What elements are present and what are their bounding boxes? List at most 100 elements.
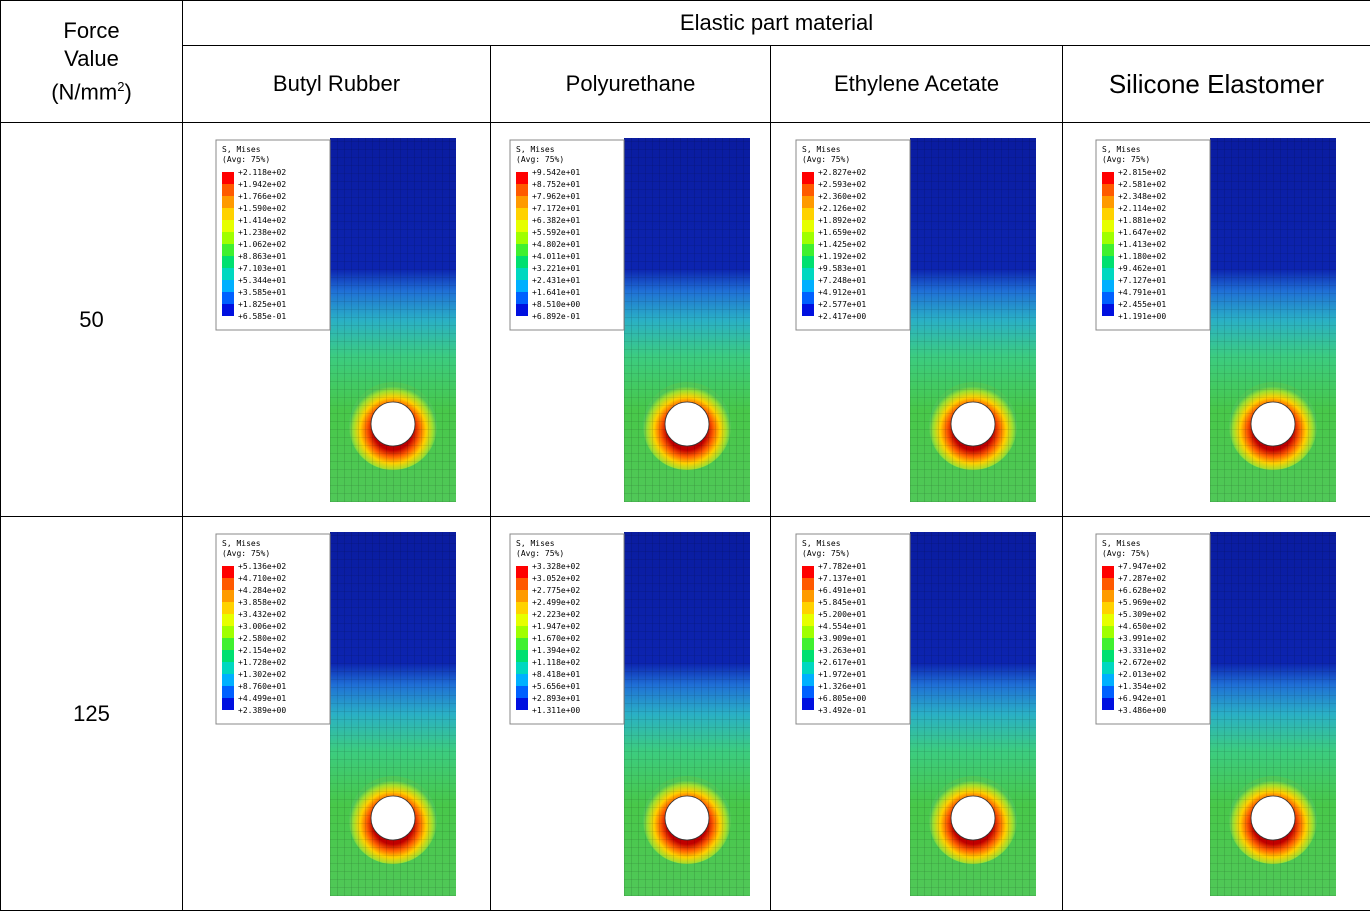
legend-value: +2.013e+02 xyxy=(1118,670,1166,679)
legend-band xyxy=(1102,638,1114,650)
legend-band xyxy=(516,662,528,674)
legend-value: +2.593e+02 xyxy=(818,180,866,189)
legend-band xyxy=(222,686,234,698)
unit-close: ) xyxy=(124,79,131,104)
legend-band xyxy=(1102,662,1114,674)
contour-plot: S, Mises(Avg: 75%)+2.118e+02+1.942e+02+1… xyxy=(212,134,462,506)
legend-band xyxy=(1102,614,1114,626)
legend-value: +6.892e-01 xyxy=(532,312,580,321)
legend-value: +2.775e+02 xyxy=(532,586,580,595)
legend-title: S, Mises xyxy=(222,539,261,548)
legend-value: +3.432e+02 xyxy=(238,610,286,619)
contour-plot: S, Mises(Avg: 75%)+7.947e+02+7.287e+02+6… xyxy=(1092,528,1342,900)
legend-title: S, Mises xyxy=(802,539,841,548)
contour-cell: S, Mises(Avg: 75%)+2.118e+02+1.942e+02+1… xyxy=(183,123,491,517)
hole xyxy=(665,402,709,446)
legend-band xyxy=(802,698,814,710)
mesh-overlay xyxy=(1210,532,1336,896)
legend-avg: (Avg: 75%) xyxy=(802,549,850,558)
header-row: Force Value (N/mm2) Elastic part materia… xyxy=(1,1,1370,46)
legend-value: +6.491e+01 xyxy=(818,586,866,595)
legend-value: +7.947e+02 xyxy=(1118,562,1166,571)
contour-cell: S, Mises(Avg: 75%)+9.542e+01+8.752e+01+7… xyxy=(491,123,771,517)
legend-value: +1.590e+02 xyxy=(238,204,286,213)
legend-value: +3.221e+01 xyxy=(532,264,580,273)
legend-value: +7.248e+01 xyxy=(818,276,866,285)
legend-band xyxy=(802,566,814,578)
legend-band xyxy=(222,566,234,578)
legend-value: +6.585e-01 xyxy=(238,312,286,321)
legend-value: +1.311e+00 xyxy=(532,706,580,715)
legend-value: +3.331e+02 xyxy=(1118,646,1166,655)
legend-band xyxy=(1102,674,1114,686)
legend-band xyxy=(802,590,814,602)
header-text: Value xyxy=(1,45,182,73)
legend-value: +5.344e+01 xyxy=(238,276,286,285)
contour-cell: S, Mises(Avg: 75%)+7.782e+01+7.137e+01+6… xyxy=(771,517,1063,911)
legend-band xyxy=(802,614,814,626)
legend-band xyxy=(1102,650,1114,662)
header-unit: (N/mm2) xyxy=(1,73,182,106)
legend-value: +4.791e+01 xyxy=(1118,288,1166,297)
legend-value: +1.062e+02 xyxy=(238,240,286,249)
legend-value: +5.592e+01 xyxy=(532,228,580,237)
legend-band xyxy=(802,256,814,268)
legend-band xyxy=(1102,196,1114,208)
legend-value: +3.486e+00 xyxy=(1118,706,1166,715)
legend-value: +1.728e+02 xyxy=(238,658,286,667)
legend-band xyxy=(516,292,528,304)
legend-value: +5.845e+01 xyxy=(818,598,866,607)
legend-value: +2.417e+00 xyxy=(818,312,866,321)
legend-band xyxy=(802,196,814,208)
legend-band xyxy=(802,268,814,280)
legend-avg: (Avg: 75%) xyxy=(222,155,270,164)
legend-value: +3.858e+02 xyxy=(238,598,286,607)
legend-value: +7.782e+01 xyxy=(818,562,866,571)
legend-value: +3.263e+01 xyxy=(818,646,866,655)
legend-band xyxy=(1102,172,1114,184)
legend-band xyxy=(516,614,528,626)
legend-value: +8.510e+00 xyxy=(532,300,580,309)
legend-band xyxy=(516,196,528,208)
hole xyxy=(951,796,995,840)
legend-value: +4.710e+02 xyxy=(238,574,286,583)
mesh-overlay xyxy=(1210,138,1336,502)
legend-value: +4.554e+01 xyxy=(818,622,866,631)
legend-value: +4.912e+01 xyxy=(818,288,866,297)
legend-title: S, Mises xyxy=(222,145,261,154)
legend-band xyxy=(222,614,234,626)
hole xyxy=(371,402,415,446)
mesh-overlay xyxy=(624,532,750,896)
legend-avg: (Avg: 75%) xyxy=(222,549,270,558)
legend-value: +3.328e+02 xyxy=(532,562,580,571)
legend-value: +2.348e+02 xyxy=(1118,192,1166,201)
legend-band xyxy=(802,662,814,674)
material-header: Silicone Elastomer xyxy=(1063,46,1370,123)
legend-value: +1.647e+02 xyxy=(1118,228,1166,237)
legend-band xyxy=(516,650,528,662)
legend-value: +8.418e+01 xyxy=(532,670,580,679)
legend-value: +2.114e+02 xyxy=(1118,204,1166,213)
legend-value: +3.585e+01 xyxy=(238,288,286,297)
legend-value: +7.172e+01 xyxy=(532,204,580,213)
legend-band xyxy=(516,590,528,602)
legend-value: +2.223e+02 xyxy=(532,610,580,619)
legend-band xyxy=(516,674,528,686)
legend-band xyxy=(802,292,814,304)
legend-value: +2.893e+01 xyxy=(532,694,580,703)
contour-cell: S, Mises(Avg: 75%)+2.827e+02+2.593e+02+2… xyxy=(771,123,1063,517)
legend-band xyxy=(1102,292,1114,304)
legend-title: S, Mises xyxy=(516,145,555,154)
group-header: Elastic part material xyxy=(183,1,1370,46)
legend-band xyxy=(222,268,234,280)
legend-band xyxy=(1102,602,1114,614)
legend-value: +2.815e+02 xyxy=(1118,168,1166,177)
legend-value: +1.825e+01 xyxy=(238,300,286,309)
mesh-overlay xyxy=(624,138,750,502)
contour-cell: S, Mises(Avg: 75%)+5.136e+02+4.710e+02+4… xyxy=(183,517,491,911)
legend-band xyxy=(222,256,234,268)
legend-value: +7.287e+02 xyxy=(1118,574,1166,583)
legend-value: +8.760e+01 xyxy=(238,682,286,691)
legend-band xyxy=(222,304,234,316)
